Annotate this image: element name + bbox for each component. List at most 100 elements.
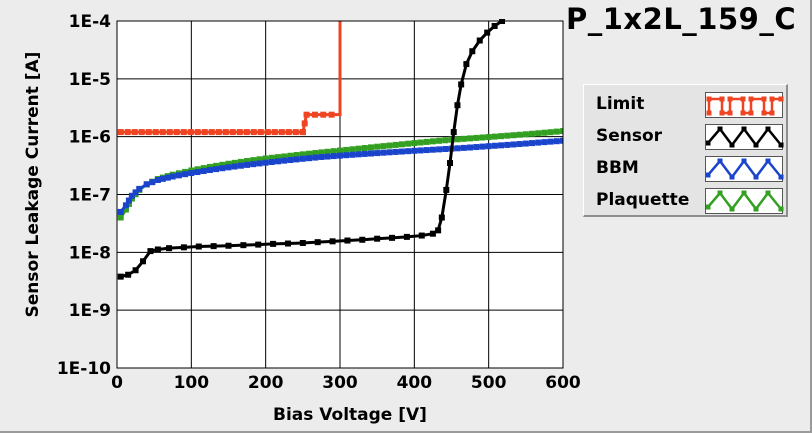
data-point-marker xyxy=(367,150,374,157)
legend-swatch-marker xyxy=(740,110,746,116)
data-point-marker xyxy=(312,150,319,157)
data-point-marker xyxy=(467,144,474,151)
data-point-marker xyxy=(328,111,335,118)
data-point-marker xyxy=(284,240,291,247)
data-point-marker xyxy=(159,175,166,182)
chart-title: P_1x2L_159_C xyxy=(566,2,797,36)
x-tick-label: 400 xyxy=(397,373,433,393)
data-point-marker xyxy=(324,153,331,160)
data-point-marker xyxy=(491,22,498,29)
data-point-marker xyxy=(244,157,251,164)
x-axis-ticks: 0 100 200 300 400 500 600 xyxy=(111,373,581,393)
data-point-marker xyxy=(147,248,154,255)
data-point-marker xyxy=(398,148,405,155)
data-point-marker xyxy=(311,111,318,118)
data-point-marker xyxy=(522,140,529,147)
data-point-marker xyxy=(281,153,288,160)
legend-label: Limit xyxy=(596,94,645,114)
x-tick-label: 600 xyxy=(545,373,581,393)
data-point-marker xyxy=(438,214,445,221)
data-point-marker xyxy=(255,241,262,248)
legend-swatch-marker xyxy=(748,96,754,102)
data-point-marker xyxy=(535,130,542,137)
x-tick-label: 500 xyxy=(471,373,507,393)
data-point-marker xyxy=(485,143,492,150)
legend-swatch-marker xyxy=(729,206,735,212)
data-point-marker xyxy=(473,134,480,141)
data-point-marker xyxy=(194,169,201,176)
legend: Limit Sensor BBM Plaquette xyxy=(583,84,788,217)
series-sensor xyxy=(117,19,506,280)
legend-item-sensor[interactable]: Sensor xyxy=(584,121,786,151)
data-point-marker xyxy=(374,150,381,157)
data-point-marker xyxy=(454,102,461,109)
legend-swatch-graphic xyxy=(706,158,784,180)
legend-item-bbm[interactable]: BBM xyxy=(584,153,786,183)
series-bbm xyxy=(117,137,563,215)
data-point-marker xyxy=(405,148,412,155)
legend-swatch-marker xyxy=(753,142,759,148)
data-point-marker xyxy=(510,141,517,148)
data-point-marker xyxy=(436,137,443,144)
data-point-marker xyxy=(403,233,410,240)
data-point-marker xyxy=(270,240,277,247)
legend-swatch-marker xyxy=(727,96,733,102)
data-point-marker xyxy=(374,143,381,150)
data-point-marker xyxy=(479,134,486,141)
data-point-marker xyxy=(454,136,461,143)
data-point-marker xyxy=(236,129,243,136)
data-point-marker xyxy=(206,163,213,170)
data-point-marker xyxy=(467,135,474,142)
legend-swatch-marker xyxy=(741,190,747,196)
data-point-marker xyxy=(206,167,213,174)
data-point-marker xyxy=(122,202,129,209)
data-point-marker xyxy=(344,237,351,244)
legend-item-plaquette[interactable]: Plaquette xyxy=(584,185,786,215)
data-point-marker xyxy=(476,37,483,44)
data-point-marker xyxy=(257,129,264,136)
data-point-marker xyxy=(529,140,536,147)
data-point-marker xyxy=(473,144,480,151)
data-point-marker xyxy=(553,138,560,145)
y-axis-ticks: 1E-4 1E-5 1E-6 1E-7 1E-8 1E-9 1E-10 xyxy=(57,12,111,379)
data-point-marker xyxy=(374,235,381,242)
data-point-marker xyxy=(188,170,195,177)
data-point-marker xyxy=(411,147,418,154)
data-point-marker xyxy=(285,129,292,136)
data-point-marker xyxy=(423,138,430,145)
data-point-marker xyxy=(152,129,159,136)
data-point-marker xyxy=(491,142,498,149)
data-point-marker xyxy=(166,245,173,252)
data-point-marker xyxy=(143,181,150,188)
data-point-marker xyxy=(117,129,124,136)
data-point-marker xyxy=(460,144,467,151)
data-point-marker xyxy=(250,161,257,168)
triangle-wave-icon xyxy=(705,156,784,182)
data-point-marker xyxy=(355,145,362,152)
data-point-marker xyxy=(386,149,393,156)
data-point-marker xyxy=(429,138,436,145)
data-point-marker xyxy=(417,139,424,146)
data-point-marker xyxy=(361,145,368,152)
data-point-marker xyxy=(318,154,325,161)
y-tick-label: 1E-8 xyxy=(69,243,111,263)
legend-label: Sensor xyxy=(596,126,663,146)
data-point-marker xyxy=(117,208,124,215)
data-point-marker xyxy=(250,129,257,136)
y-tick-label: 1E-7 xyxy=(69,186,111,206)
data-point-marker xyxy=(124,129,131,136)
data-point-marker xyxy=(547,138,554,145)
legend-item-limit[interactable]: Limit xyxy=(584,89,786,119)
data-point-marker xyxy=(166,129,173,136)
legend-swatch-marker xyxy=(748,110,754,116)
data-point-marker xyxy=(498,133,505,140)
data-point-marker xyxy=(262,159,269,166)
data-point-marker xyxy=(154,177,161,184)
data-point-marker xyxy=(498,142,505,149)
data-point-marker xyxy=(547,129,554,136)
data-point-marker xyxy=(210,243,217,250)
data-point-marker xyxy=(343,146,350,153)
data-point-marker xyxy=(219,165,226,172)
data-point-marker xyxy=(225,160,232,167)
